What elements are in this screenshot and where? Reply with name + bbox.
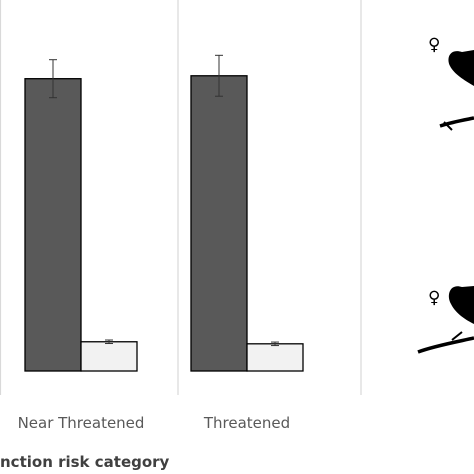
bar [80, 341, 138, 372]
category-tick-label: Threatened [203, 414, 290, 432]
bird-silhouette-icon [417, 286, 474, 354]
bar [190, 75, 248, 372]
bar [246, 343, 304, 372]
bar [24, 78, 82, 372]
x-axis-title: nction risk category [0, 453, 170, 471]
female-symbol-icon: ♀ [428, 288, 440, 308]
legend-figures: ♀ ♀ [417, 35, 474, 354]
category-tick-label: Near Threatened [18, 414, 145, 432]
bird-silhouette-icon [439, 50, 474, 131]
female-symbol-icon: ♀ [428, 35, 440, 55]
